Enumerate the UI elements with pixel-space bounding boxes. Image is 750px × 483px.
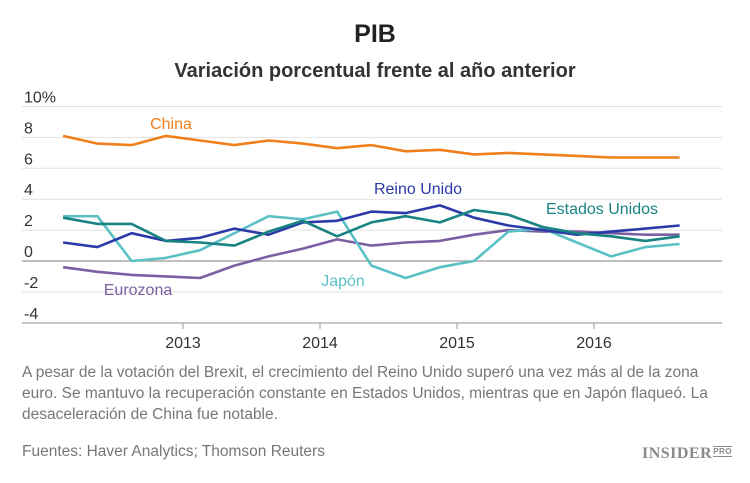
- chart-source: Fuentes: Haver Analytics; Thomson Reuter…: [22, 443, 325, 460]
- insider-pro-logo: INSIDERPRO: [642, 445, 733, 463]
- chart-note: A pesar de la votación del Brexit, el cr…: [22, 364, 708, 423]
- series-line-eurozona: [62, 228, 680, 280]
- y-tick-label: 10%: [24, 90, 56, 107]
- series-label: Japón: [321, 273, 365, 290]
- logo-sub: PRO: [713, 446, 733, 457]
- series-label: China: [150, 116, 192, 133]
- y-tick-label: -4: [24, 306, 38, 323]
- y-tick-label: 0: [24, 244, 33, 261]
- y-tick-label: 2: [24, 213, 33, 230]
- x-tick-label: 2013: [165, 335, 201, 352]
- series-line-japón: [63, 210, 680, 280]
- x-tick-label: 2016: [576, 335, 612, 352]
- x-tick-label: 2014: [302, 335, 338, 352]
- series-label: Eurozona: [104, 282, 173, 299]
- series-label: Reino Unido: [374, 181, 462, 198]
- line-chart: -4 -2 0 2 4 6 8 10% 2013 2014 2015 2016 China Reino U…: [22, 90, 722, 352]
- series-line-estados-unidos: [62, 208, 680, 247]
- series-line-china: [62, 134, 680, 159]
- logo-main: INSIDER: [642, 445, 713, 462]
- y-tick-label: 4: [24, 182, 33, 199]
- x-tick-label: 2015: [439, 335, 475, 352]
- y-tick-label: -2: [24, 275, 38, 292]
- y-tick-label: 6: [24, 151, 33, 168]
- y-tick-label: 8: [24, 120, 33, 137]
- chart-subtitle: Variación porcentual frente al año anter…: [174, 60, 576, 82]
- series-label: Estados Unidos: [546, 201, 658, 218]
- chart-title: PIB: [354, 20, 396, 48]
